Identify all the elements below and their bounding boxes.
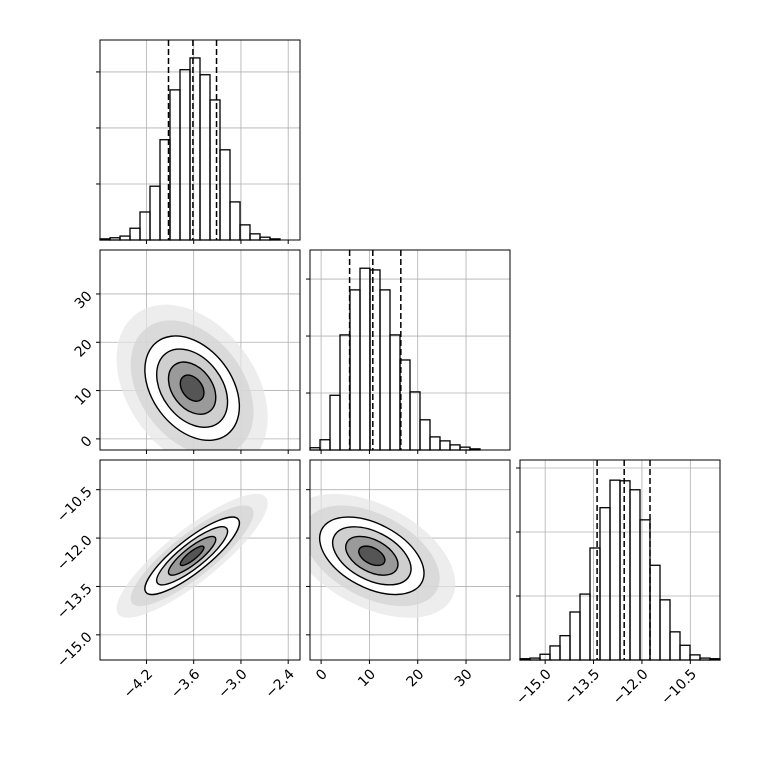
contour	[345, 535, 399, 576]
panel-frame	[99, 459, 301, 661]
contour	[155, 348, 229, 428]
histogram-bin	[599, 507, 611, 661]
histogram-bin	[659, 599, 671, 661]
density-fill	[180, 546, 204, 566]
x-tick-label: 30	[452, 666, 476, 690]
contour	[167, 361, 217, 415]
x-tick-label: −2.4	[262, 666, 297, 701]
histogram-bin	[549, 645, 561, 661]
histogram-bin	[639, 519, 651, 661]
histogram-bin	[589, 547, 601, 661]
histogram-bin	[229, 201, 241, 241]
panel-frame	[309, 249, 511, 451]
histogram-bin	[619, 480, 631, 661]
contour	[144, 516, 241, 596]
x-tick-label: −3.6	[168, 666, 203, 701]
y-tick-label: 20	[72, 337, 96, 361]
contour	[318, 516, 425, 596]
panel-frame	[519, 459, 721, 661]
y-tick-label: −10.5	[54, 484, 96, 526]
contour	[332, 526, 412, 586]
histogram-bin	[389, 334, 401, 451]
x-tick-label: −13.5	[562, 666, 604, 708]
histogram-bin	[179, 69, 191, 241]
histogram-bin	[379, 289, 391, 451]
histogram-bin	[609, 479, 621, 661]
y-tick-label: 30	[72, 288, 96, 312]
histogram-bin	[689, 654, 701, 661]
histogram-bin	[169, 89, 181, 241]
y-tick-label: 0	[78, 433, 96, 451]
histogram-bin	[559, 635, 571, 661]
histogram-bin	[669, 631, 681, 661]
contour	[155, 526, 229, 586]
x-tick-label: 10	[355, 666, 379, 690]
x-tick-label: −3.0	[215, 666, 250, 701]
y-tick-label: −15.0	[54, 629, 96, 671]
contour	[167, 535, 217, 576]
histogram-bin	[429, 436, 441, 451]
contour	[358, 545, 386, 567]
contour	[179, 374, 205, 402]
panel-frame	[309, 459, 511, 661]
histogram-bin	[219, 149, 231, 241]
histogram-bin	[679, 644, 691, 661]
histogram-bin	[629, 489, 641, 661]
histogram-bin	[239, 224, 251, 241]
histogram-bin	[189, 57, 201, 241]
histogram-bin	[359, 267, 371, 451]
histogram-bin	[119, 235, 131, 241]
histogram-bin	[149, 185, 161, 241]
histogram-bin	[449, 444, 461, 451]
histogram-bin	[439, 440, 451, 451]
panel-frame	[99, 39, 301, 241]
histogram-bin	[579, 593, 591, 661]
x-tick-label: −4.2	[121, 666, 156, 701]
histogram-bin	[369, 269, 381, 451]
x-tick-label: −12.0	[610, 666, 652, 708]
y-tick-label: 10	[72, 385, 96, 409]
panel-frame	[99, 249, 301, 451]
y-tick-label: −12.0	[54, 532, 96, 574]
density	[116, 493, 268, 618]
histogram-bin	[199, 74, 211, 241]
histogram-bin	[569, 611, 581, 661]
histogram-bin	[419, 419, 431, 451]
density	[310, 493, 456, 618]
x-tick-label: −10.5	[658, 666, 700, 708]
x-tick-label: −15.0	[513, 666, 555, 708]
histogram-bin	[329, 394, 341, 451]
histogram-bin	[649, 564, 661, 661]
contour	[179, 545, 205, 567]
histogram-bin	[129, 227, 141, 241]
histogram-bin	[249, 233, 261, 241]
histogram-bin	[339, 334, 351, 451]
x-tick-label: 20	[403, 666, 427, 690]
histogram-bin	[409, 391, 421, 451]
density	[116, 304, 268, 450]
y-tick-label: −13.5	[54, 581, 96, 623]
density-fill	[180, 375, 204, 402]
contour	[144, 335, 241, 442]
histogram-bin	[349, 289, 361, 451]
histogram-bin	[139, 211, 151, 241]
x-tick-label: 0	[313, 666, 331, 684]
histogram-bin	[209, 99, 221, 241]
